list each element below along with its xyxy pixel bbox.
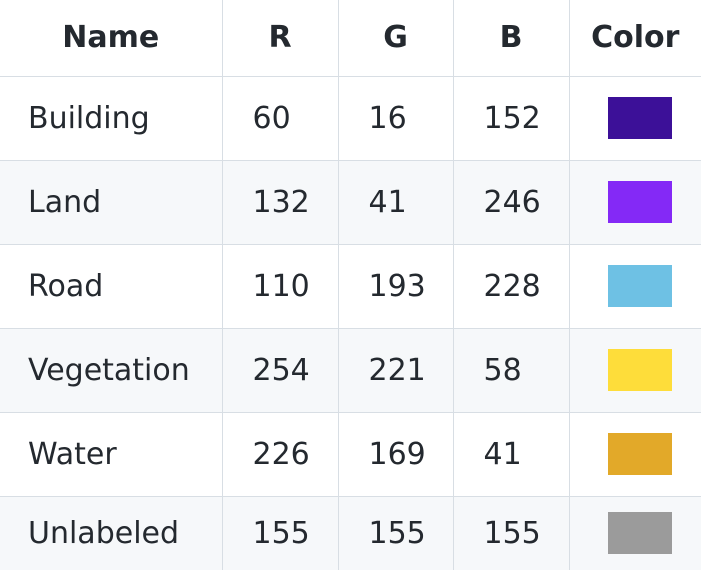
color-swatch — [607, 181, 672, 223]
row-b-value: 246 — [453, 160, 570, 245]
row-r-value: 60 — [222, 76, 339, 161]
row-r-value: 226 — [222, 412, 339, 497]
row-name: Unlabeled — [0, 496, 223, 570]
row-name: Vegetation — [0, 328, 223, 413]
row-color-cell — [569, 328, 701, 413]
row-color-cell — [569, 244, 701, 329]
row-name: Road — [0, 244, 223, 329]
table-row: Water 226 169 41 — [0, 412, 701, 497]
color-swatch — [607, 512, 672, 555]
header-r: R — [222, 0, 339, 77]
table-row: Land 132 41 246 — [0, 160, 701, 245]
row-color-cell — [569, 76, 701, 161]
header-g: G — [338, 0, 454, 77]
row-g-value: 221 — [338, 328, 454, 413]
row-g-value: 193 — [338, 244, 454, 329]
color-swatch — [607, 433, 672, 475]
row-name: Water — [0, 412, 223, 497]
row-color-cell — [569, 496, 701, 570]
row-r-value: 110 — [222, 244, 339, 329]
table-row: Building 60 16 152 — [0, 76, 701, 161]
table-row: Road 110 193 228 — [0, 244, 701, 329]
row-b-value: 58 — [453, 328, 570, 413]
row-g-value: 16 — [338, 76, 454, 161]
row-color-cell — [569, 412, 701, 497]
row-name: Building — [0, 76, 223, 161]
row-color-cell — [569, 160, 701, 245]
row-name: Land — [0, 160, 223, 245]
color-swatch — [607, 97, 672, 139]
row-g-value: 169 — [338, 412, 454, 497]
table-row: Unlabeled 155 155 155 — [0, 496, 701, 570]
row-r-value: 132 — [222, 160, 339, 245]
row-b-value: 41 — [453, 412, 570, 497]
header-color: Color — [569, 0, 701, 77]
row-g-value: 41 — [338, 160, 454, 245]
header-row: Name R G B Color — [0, 0, 701, 77]
color-swatch — [607, 265, 672, 307]
row-b-value: 228 — [453, 244, 570, 329]
row-r-value: 254 — [222, 328, 339, 413]
table-header: Name R G B Color — [0, 0, 701, 77]
row-b-value: 152 — [453, 76, 570, 161]
header-b: B — [453, 0, 570, 77]
color-swatch — [607, 349, 672, 391]
header-name: Name — [0, 0, 223, 77]
row-g-value: 155 — [338, 496, 454, 570]
row-b-value: 155 — [453, 496, 570, 570]
table-row: Vegetation 254 221 58 — [0, 328, 701, 413]
row-r-value: 155 — [222, 496, 339, 570]
table-body: Building 60 16 152 Land 132 41 246 Road … — [0, 76, 701, 570]
